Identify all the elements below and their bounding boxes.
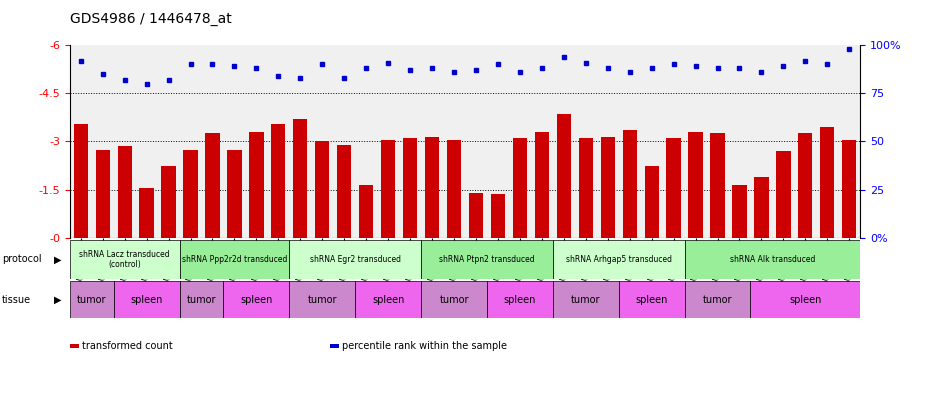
Bar — [425, 137, 439, 238]
Bar — [469, 193, 483, 238]
Bar — [381, 140, 395, 238]
Text: tumor: tumor — [187, 295, 217, 305]
Bar — [667, 138, 681, 238]
Bar — [535, 132, 549, 238]
Bar — [117, 146, 132, 238]
Bar — [487, 281, 552, 318]
Bar — [249, 132, 263, 238]
Bar — [70, 281, 113, 318]
Bar — [777, 151, 790, 238]
Bar — [491, 195, 505, 238]
Bar — [183, 149, 198, 238]
Text: spleen: spleen — [504, 295, 536, 305]
Bar — [751, 281, 860, 318]
Bar — [684, 281, 751, 318]
Bar — [179, 281, 223, 318]
Text: shRNA Arhgap5 transduced: shRNA Arhgap5 transduced — [565, 255, 671, 264]
Bar — [601, 137, 615, 238]
Bar — [447, 140, 461, 238]
Text: tumor: tumor — [703, 295, 732, 305]
Bar — [552, 281, 618, 318]
Text: shRNA Lacz transduced
(control): shRNA Lacz transduced (control) — [79, 250, 170, 269]
Bar — [73, 124, 87, 238]
Bar — [711, 134, 724, 238]
Text: tumor: tumor — [308, 295, 337, 305]
Bar — [140, 188, 153, 238]
Text: spleen: spleen — [790, 295, 821, 305]
Bar — [96, 149, 110, 238]
Bar — [355, 281, 421, 318]
Bar — [206, 134, 219, 238]
Bar — [162, 165, 176, 238]
Bar — [578, 138, 593, 238]
Bar — [622, 130, 637, 238]
Bar — [421, 281, 487, 318]
Bar — [179, 240, 289, 279]
Text: tissue: tissue — [2, 295, 31, 305]
Bar — [684, 240, 860, 279]
Text: shRNA Egr2 transduced: shRNA Egr2 transduced — [310, 255, 401, 264]
Text: shRNA Ptpn2 transduced: shRNA Ptpn2 transduced — [439, 255, 535, 264]
Text: percentile rank within the sample: percentile rank within the sample — [342, 341, 507, 351]
Bar — [732, 185, 747, 238]
Text: protocol: protocol — [2, 254, 42, 264]
Bar — [359, 185, 373, 238]
Bar — [315, 141, 329, 238]
Text: spleen: spleen — [240, 295, 272, 305]
Bar — [754, 177, 768, 238]
Bar — [289, 281, 355, 318]
Text: tumor: tumor — [571, 295, 601, 305]
Bar — [820, 127, 834, 238]
Text: ▶: ▶ — [54, 254, 61, 264]
Text: shRNA Alk transduced: shRNA Alk transduced — [730, 255, 815, 264]
Bar — [512, 138, 527, 238]
Text: shRNA Ppp2r2d transduced: shRNA Ppp2r2d transduced — [181, 255, 287, 264]
Text: spleen: spleen — [635, 295, 668, 305]
Text: tumor: tumor — [439, 295, 469, 305]
Text: transformed count: transformed count — [82, 341, 173, 351]
Bar — [272, 124, 286, 238]
Bar — [223, 281, 289, 318]
Bar — [552, 240, 684, 279]
Bar — [843, 140, 857, 238]
Bar — [798, 134, 813, 238]
Bar — [421, 240, 552, 279]
Text: GDS4986 / 1446478_at: GDS4986 / 1446478_at — [70, 12, 232, 26]
Bar — [113, 281, 179, 318]
Bar — [293, 119, 308, 238]
Text: tumor: tumor — [77, 295, 106, 305]
Bar — [289, 240, 421, 279]
Text: spleen: spleen — [372, 295, 405, 305]
Text: spleen: spleen — [130, 295, 163, 305]
Bar — [557, 114, 571, 238]
Bar — [70, 240, 179, 279]
Bar — [403, 138, 418, 238]
Text: ▶: ▶ — [54, 295, 61, 305]
Bar — [337, 145, 352, 238]
Bar — [618, 281, 684, 318]
Bar — [227, 149, 242, 238]
Bar — [688, 132, 703, 238]
Bar — [644, 165, 658, 238]
